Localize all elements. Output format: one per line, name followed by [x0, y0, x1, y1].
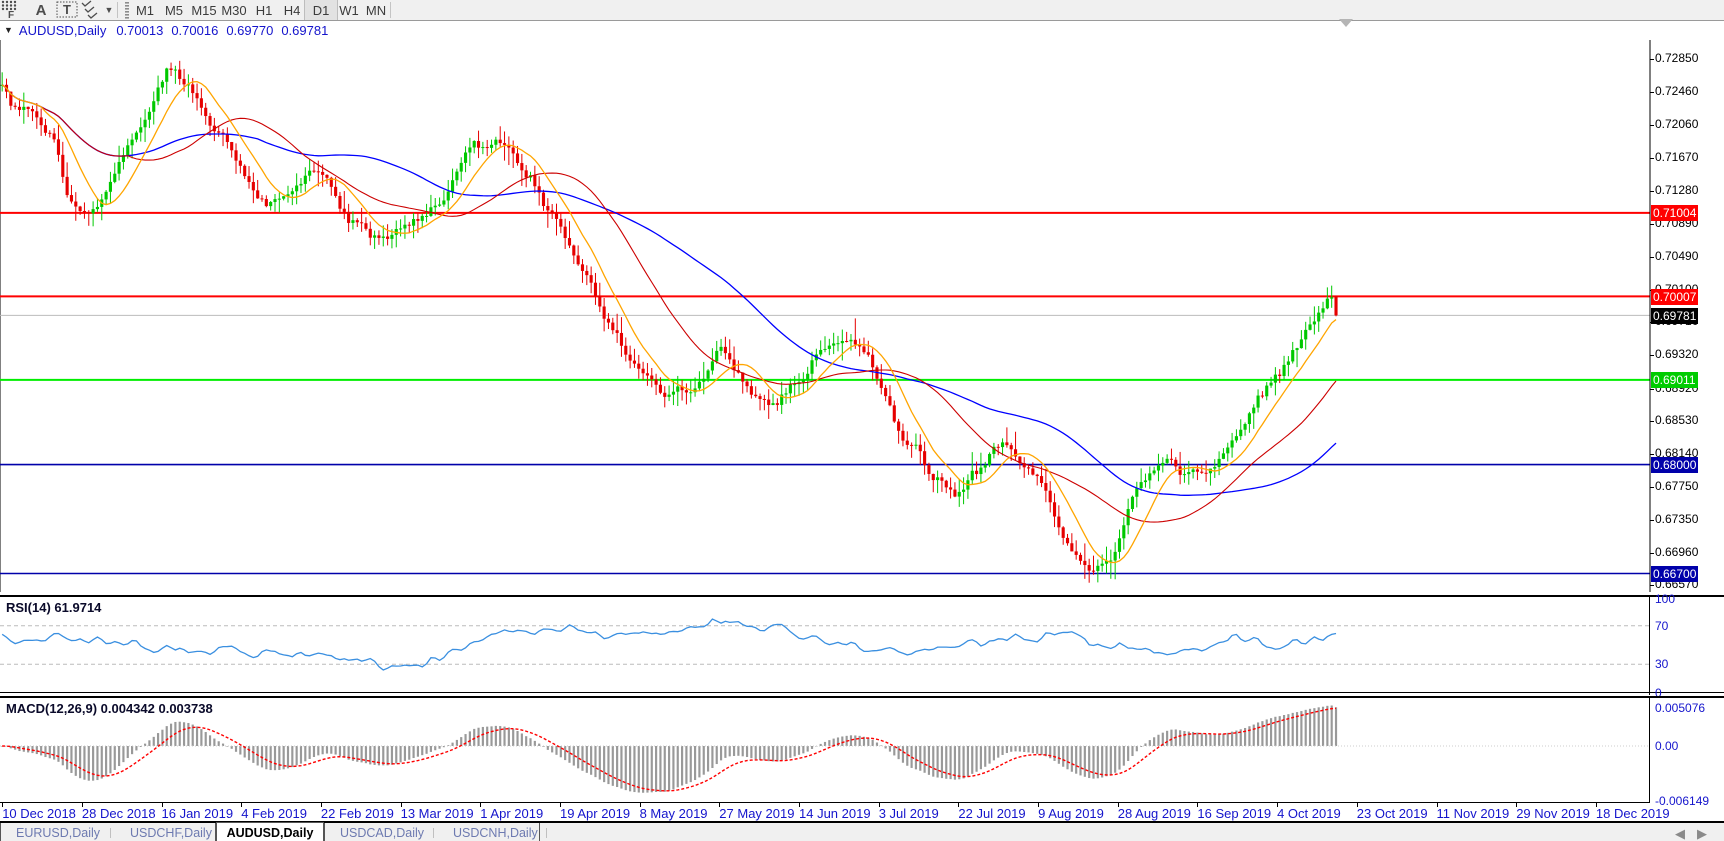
svg-text:F: F: [8, 10, 14, 20]
svg-text:T: T: [63, 2, 71, 17]
